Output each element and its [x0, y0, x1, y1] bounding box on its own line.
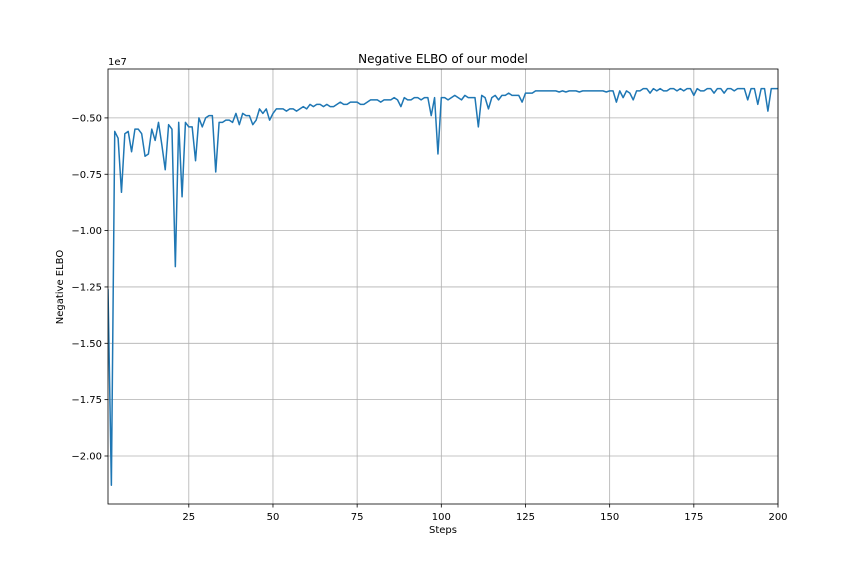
x-tick-label: 150	[600, 512, 619, 523]
x-tick-label: 25	[182, 512, 195, 523]
x-tick-label: 200	[768, 512, 787, 523]
x-tick-label: 75	[351, 512, 364, 523]
y-offset-label: 1e7	[108, 57, 127, 68]
x-tick-label: 175	[684, 512, 703, 523]
x-tick-label: 100	[432, 512, 451, 523]
y-tick-label: −0.75	[71, 170, 102, 181]
chart-title: Negative ELBO of our model	[358, 52, 528, 66]
y-tick-label: −1.00	[71, 226, 102, 237]
x-tick-label: 125	[516, 512, 535, 523]
y-tick-label: −2.00	[71, 451, 102, 462]
y-tick-label: −1.50	[71, 339, 102, 350]
x-axis-label: Steps	[429, 525, 457, 536]
y-tick-label: −1.75	[71, 395, 102, 406]
y-tick-label: −1.25	[71, 282, 102, 293]
x-tick-label: 50	[267, 512, 280, 523]
plot-frame	[107, 68, 779, 505]
data-line	[108, 87, 778, 487]
y-axis-label: Negative ELBO	[55, 250, 66, 325]
y-tick-label: −0.50	[71, 113, 102, 124]
